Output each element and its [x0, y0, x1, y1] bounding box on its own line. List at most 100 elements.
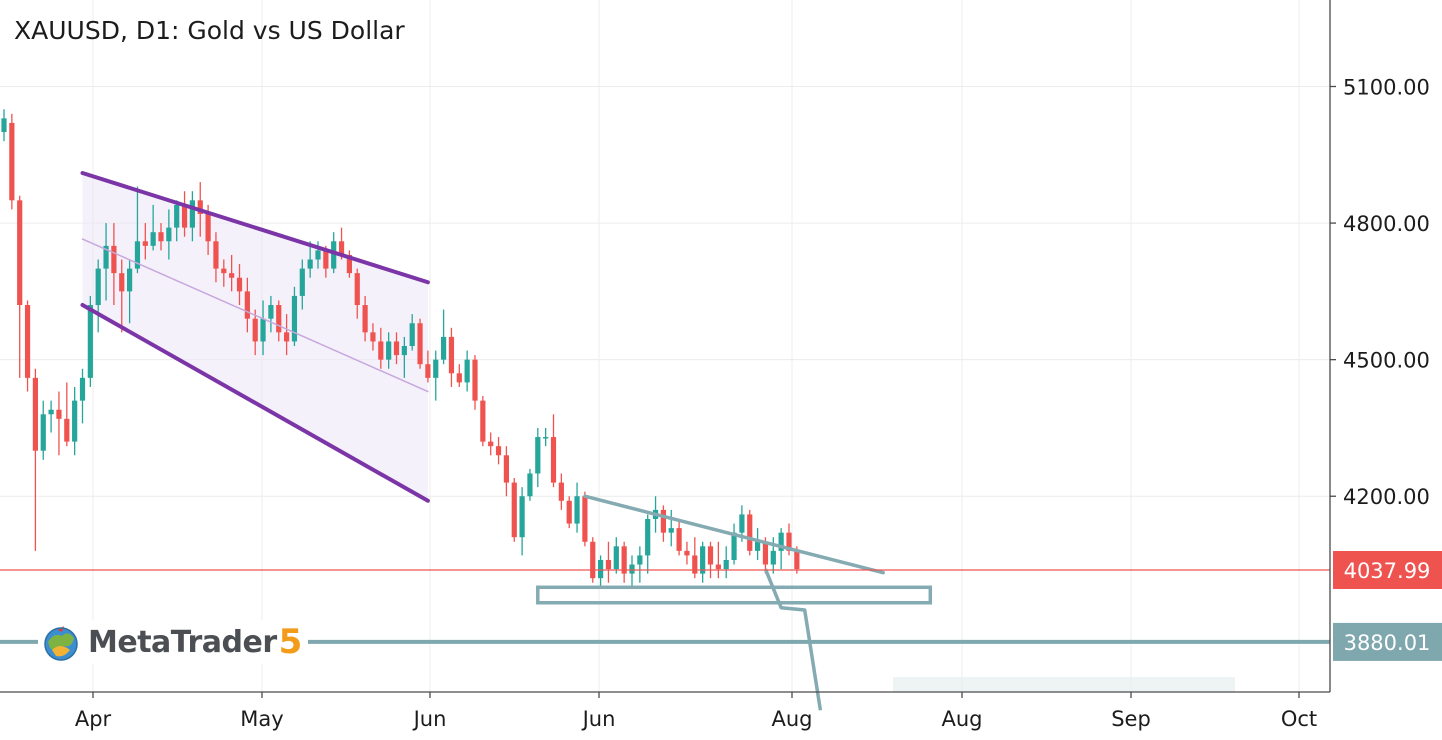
candle-down	[692, 555, 698, 574]
metatrader-globe-icon	[44, 626, 78, 661]
time-tick-label: May	[240, 707, 283, 731]
candle-down	[448, 336, 455, 374]
candle-up	[48, 409, 54, 415]
candle-down	[511, 482, 517, 538]
time-tick-label: Aug	[771, 707, 812, 731]
time-tick-label: Aug	[941, 707, 982, 731]
candle-down	[32, 377, 38, 451]
candle-up	[574, 496, 580, 524]
candle-down	[582, 496, 588, 542]
logo-text: MetaTrader	[88, 624, 277, 660]
candle-up	[770, 550, 776, 565]
candle-down	[456, 373, 462, 383]
channel-mid-line[interactable]	[81, 238, 429, 393]
candle-down	[276, 305, 282, 333]
candle-up	[79, 377, 86, 401]
candle-down	[236, 277, 243, 292]
support-box[interactable]	[536, 585, 933, 605]
time-tick-label: Jun	[581, 707, 616, 731]
candle-down	[566, 500, 572, 524]
candle-up	[268, 305, 274, 319]
candle-down	[346, 254, 352, 274]
candle-up	[87, 305, 93, 378]
candle-down	[715, 564, 721, 570]
candle-down	[362, 305, 368, 333]
candle-up	[778, 532, 784, 551]
candle-down	[558, 482, 564, 501]
candle-up	[260, 318, 266, 342]
candle-up	[613, 546, 619, 570]
candle-down	[605, 559, 612, 570]
time-tick-label: Apr	[75, 707, 112, 731]
candle-up	[668, 528, 674, 533]
candle-up	[535, 437, 541, 474]
candle-up	[637, 555, 643, 565]
candle-down	[550, 437, 557, 483]
channel-upper-line[interactable]	[80, 171, 430, 285]
candle-down	[142, 241, 148, 246]
candle-down	[181, 204, 188, 228]
candle-up	[386, 341, 392, 360]
candle-up	[103, 245, 109, 269]
candle-up	[409, 323, 415, 346]
candle-up	[1, 118, 7, 133]
time-tick-label: Oct	[1281, 707, 1317, 731]
time-axis[interactable]: Apr May Jun Jun Aug Aug Sep Oct	[0, 691, 1330, 731]
candle-up	[134, 241, 141, 269]
candle-down	[338, 241, 345, 255]
candle-down	[621, 546, 627, 574]
candle-down	[676, 528, 682, 551]
candle-down	[56, 409, 62, 419]
candle-down	[9, 122, 15, 201]
candle-down	[17, 200, 23, 306]
price-tick-label: 5100.00	[1343, 76, 1430, 100]
candle-down	[158, 232, 164, 242]
candle-down	[119, 273, 125, 292]
candle-up	[299, 268, 305, 296]
candle-down	[480, 400, 486, 442]
candle-down	[378, 341, 384, 360]
triangle-resistance-line[interactable]	[583, 494, 885, 575]
channel-lower-line[interactable]	[80, 303, 430, 503]
projection-path[interactable]	[763, 568, 823, 711]
candle-up	[291, 295, 298, 342]
candle-down	[284, 332, 290, 342]
candle-down	[24, 305, 31, 378]
current-price-label: 4037.99	[1344, 559, 1431, 583]
candle-up	[731, 532, 737, 560]
price-axis[interactable]: 5100.00 4800.00 4500.00 4200.00	[1329, 0, 1430, 692]
price-tick-label: 4500.00	[1343, 349, 1430, 373]
candle-up	[315, 250, 321, 260]
candle-down	[323, 250, 329, 269]
candle-up	[307, 259, 313, 269]
candle-down	[64, 418, 70, 442]
candle-down	[684, 550, 690, 556]
channel-fill-layer	[82, 173, 1235, 692]
candle-down	[252, 318, 258, 342]
metatrader-logo: MetaTrader 5	[38, 620, 309, 664]
candle-down	[495, 446, 502, 456]
candle-down	[794, 550, 800, 570]
candle-down	[205, 213, 211, 242]
time-tick-label: Sep	[1111, 707, 1151, 731]
candle-down	[370, 332, 376, 342]
candle-up	[72, 400, 78, 442]
chart-title: XAUUSD, D1: Gold vs US Dollar	[14, 16, 405, 45]
candle-up	[543, 437, 549, 439]
candle-down	[488, 441, 494, 447]
candle-up	[700, 546, 706, 574]
target-zone	[893, 677, 1235, 692]
logo-version: 5	[278, 622, 303, 662]
candle-up	[174, 204, 180, 228]
candle-down	[244, 291, 250, 319]
candle-up	[441, 336, 447, 360]
candle-up	[527, 473, 533, 497]
candle-up	[40, 414, 46, 451]
candle-up	[464, 359, 470, 383]
price-labels: 4037.99 3880.01	[1333, 550, 1442, 661]
candle-up	[401, 346, 407, 356]
candle-up	[150, 232, 156, 246]
candle-up	[723, 559, 729, 570]
candle-up	[519, 496, 525, 538]
